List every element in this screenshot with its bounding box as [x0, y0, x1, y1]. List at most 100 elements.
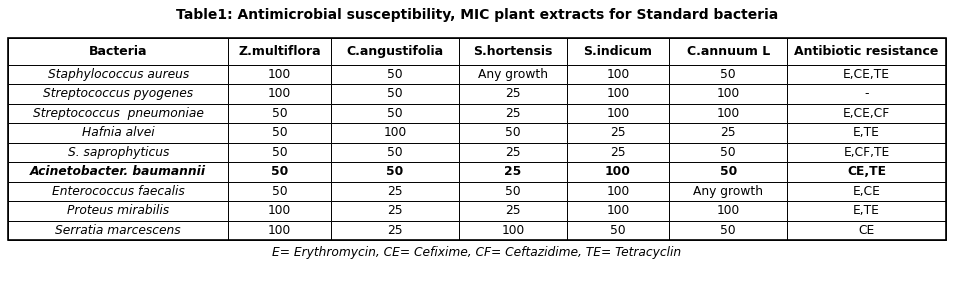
Text: 100: 100	[268, 204, 291, 217]
Bar	[331, 65, 458, 84]
Bar	[786, 142, 945, 162]
Text: 100: 100	[383, 126, 406, 139]
Bar	[668, 65, 786, 84]
Text: 50: 50	[610, 224, 625, 237]
Text: 50: 50	[272, 146, 287, 159]
Bar	[668, 182, 786, 201]
Bar	[786, 201, 945, 221]
Bar	[566, 221, 668, 240]
Text: 50: 50	[387, 146, 402, 159]
Text: 50: 50	[387, 87, 402, 100]
Text: E= Erythromycin, CE= Cefixime, CF= Ceftazidime, TE= Tetracyclin: E= Erythromycin, CE= Cefixime, CF= Cefta…	[273, 246, 680, 259]
Text: 25: 25	[387, 185, 402, 198]
Text: 100: 100	[606, 107, 629, 120]
Bar	[331, 142, 458, 162]
Text: 50: 50	[504, 185, 520, 198]
Bar	[566, 123, 668, 142]
Text: 50: 50	[504, 126, 520, 139]
Bar	[786, 182, 945, 201]
Text: 50: 50	[387, 68, 402, 81]
Bar	[8, 123, 228, 142]
Text: 100: 100	[268, 224, 291, 237]
Text: Any growth: Any growth	[693, 185, 762, 198]
Bar	[228, 103, 331, 123]
Text: 100: 100	[268, 87, 291, 100]
Bar	[566, 65, 668, 84]
Text: S. saprophyticus: S. saprophyticus	[68, 146, 169, 159]
Text: CE: CE	[858, 224, 874, 237]
Text: 100: 100	[604, 165, 630, 178]
Bar	[228, 142, 331, 162]
Bar	[668, 221, 786, 240]
Bar	[786, 84, 945, 103]
Bar	[458, 221, 566, 240]
Text: 25: 25	[387, 224, 402, 237]
Text: 100: 100	[606, 204, 629, 217]
Text: C.annuum L: C.annuum L	[686, 45, 769, 58]
Bar	[458, 103, 566, 123]
Bar	[331, 84, 458, 103]
Text: 100: 100	[606, 68, 629, 81]
Bar	[566, 201, 668, 221]
Text: -: -	[863, 87, 868, 100]
Text: E,CF,TE: E,CF,TE	[842, 146, 889, 159]
Text: Staphylococcus aureus: Staphylococcus aureus	[48, 68, 189, 81]
Text: Enterococcus faecalis: Enterococcus faecalis	[51, 185, 184, 198]
Text: 25: 25	[504, 165, 521, 178]
Text: E,CE,TE: E,CE,TE	[842, 68, 889, 81]
Bar	[8, 84, 228, 103]
Bar	[786, 221, 945, 240]
Text: 25: 25	[610, 126, 625, 139]
Bar	[458, 38, 566, 65]
Text: 100: 100	[268, 68, 291, 81]
Bar	[458, 65, 566, 84]
Text: 100: 100	[606, 185, 629, 198]
Text: 50: 50	[386, 165, 403, 178]
Text: E,TE: E,TE	[852, 204, 879, 217]
Bar	[8, 221, 228, 240]
Text: E,CE,CF: E,CE,CF	[842, 107, 889, 120]
Text: Table1: Antimicrobial susceptibility, MIC plant extracts for Standard bacteria: Table1: Antimicrobial susceptibility, MI…	[175, 8, 778, 22]
Text: Acinetobacter. baumannii: Acinetobacter. baumannii	[30, 165, 206, 178]
Text: S.indicum: S.indicum	[583, 45, 652, 58]
Bar	[458, 123, 566, 142]
Text: 25: 25	[504, 146, 520, 159]
Text: Streptococcus pyogenes: Streptococcus pyogenes	[43, 87, 193, 100]
Bar	[668, 38, 786, 65]
Bar	[566, 182, 668, 201]
Bar	[228, 182, 331, 201]
Bar	[331, 201, 458, 221]
Text: 50: 50	[272, 126, 287, 139]
Text: CE,TE: CE,TE	[846, 165, 885, 178]
Text: 25: 25	[387, 204, 402, 217]
Bar	[228, 201, 331, 221]
Bar	[228, 38, 331, 65]
Bar	[786, 162, 945, 182]
Text: E,TE: E,TE	[852, 126, 879, 139]
Text: 25: 25	[610, 146, 625, 159]
Bar	[228, 221, 331, 240]
Text: 100: 100	[716, 204, 739, 217]
Bar	[8, 38, 228, 65]
Bar	[228, 84, 331, 103]
Bar	[228, 123, 331, 142]
Bar	[566, 142, 668, 162]
Bar	[458, 142, 566, 162]
Bar	[8, 142, 228, 162]
Text: Antibiotic resistance: Antibiotic resistance	[794, 45, 938, 58]
Bar	[8, 201, 228, 221]
Text: S.hortensis: S.hortensis	[473, 45, 552, 58]
Text: 50: 50	[720, 224, 735, 237]
Bar	[8, 162, 228, 182]
Bar	[786, 123, 945, 142]
Text: 50: 50	[720, 68, 735, 81]
Text: 50: 50	[719, 165, 736, 178]
Bar	[458, 84, 566, 103]
Text: 100: 100	[500, 224, 524, 237]
Text: Serratia marcescens: Serratia marcescens	[55, 224, 181, 237]
Text: 50: 50	[720, 146, 735, 159]
Bar	[458, 162, 566, 182]
Bar	[668, 162, 786, 182]
Text: 50: 50	[272, 185, 287, 198]
Bar	[668, 201, 786, 221]
